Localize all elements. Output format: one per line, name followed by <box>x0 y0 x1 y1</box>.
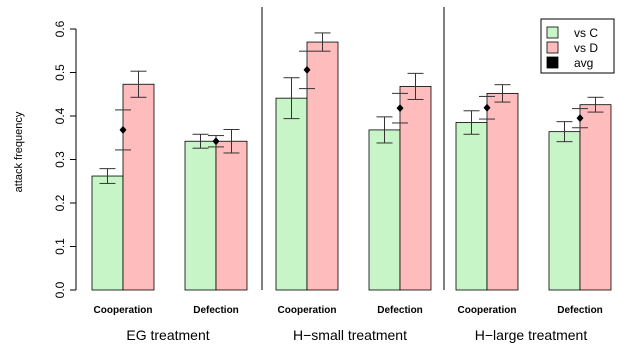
bar-vs-d <box>306 41 339 291</box>
legend-label-vs-d: vs D <box>574 41 598 55</box>
y-axis-label: attack frequency <box>13 111 25 192</box>
category-label: Cooperation <box>278 305 337 316</box>
bar-vs-c <box>91 175 124 291</box>
avg-point <box>303 65 311 74</box>
y-tick-label: 0.3 <box>53 151 67 168</box>
category-label: Defection <box>193 305 239 316</box>
avg-point <box>212 137 220 146</box>
bar-vs-d <box>399 86 432 291</box>
bar-vs-d <box>122 83 155 291</box>
legend-label-vs-c: vs C <box>574 26 598 40</box>
group-dividers <box>261 7 445 290</box>
bar-vs-c <box>548 131 581 291</box>
y-axis: 0.0 0.1 0.2 0.3 0.4 0.5 0.6 <box>53 20 77 298</box>
legend-swatch-avg <box>546 56 559 69</box>
bar-vs-d <box>579 104 612 291</box>
y-tick-label: 0.1 <box>53 238 67 255</box>
category-label: Cooperation <box>458 305 517 316</box>
legend-swatch-vs-c <box>546 26 559 39</box>
category-labels: Cooperation Defection EG treatment Cooperat… <box>94 305 603 343</box>
avg-point <box>396 104 404 113</box>
bars <box>91 32 612 291</box>
bar-vs-c <box>275 97 308 291</box>
category-label: Defection <box>557 305 603 316</box>
legend-label-avg: avg <box>574 56 593 70</box>
y-tick-label: 0.0 <box>53 281 67 298</box>
legend: vs C vs D avg <box>540 18 615 74</box>
y-tick-label: 0.4 <box>53 107 67 124</box>
category-label: Defection <box>377 305 423 316</box>
group-label: H−small treatment <box>293 327 407 343</box>
y-tick-label: 0.6 <box>53 20 67 37</box>
legend-swatch-vs-d <box>546 41 559 54</box>
bar-vs-c <box>184 140 217 291</box>
bar-vs-c <box>455 122 488 291</box>
avg-point <box>483 103 491 112</box>
bar-vs-c <box>368 129 401 291</box>
bar-vs-d <box>215 140 248 291</box>
avg-point <box>119 125 127 134</box>
category-label: Cooperation <box>94 305 153 316</box>
group-label: EG treatment <box>126 327 209 343</box>
bar-vs-d <box>486 92 519 291</box>
y-tick-label: 0.2 <box>53 194 67 211</box>
y-tick-label: 0.5 <box>53 64 67 81</box>
avg-point <box>576 114 584 123</box>
group-label: H−large treatment <box>475 327 588 343</box>
